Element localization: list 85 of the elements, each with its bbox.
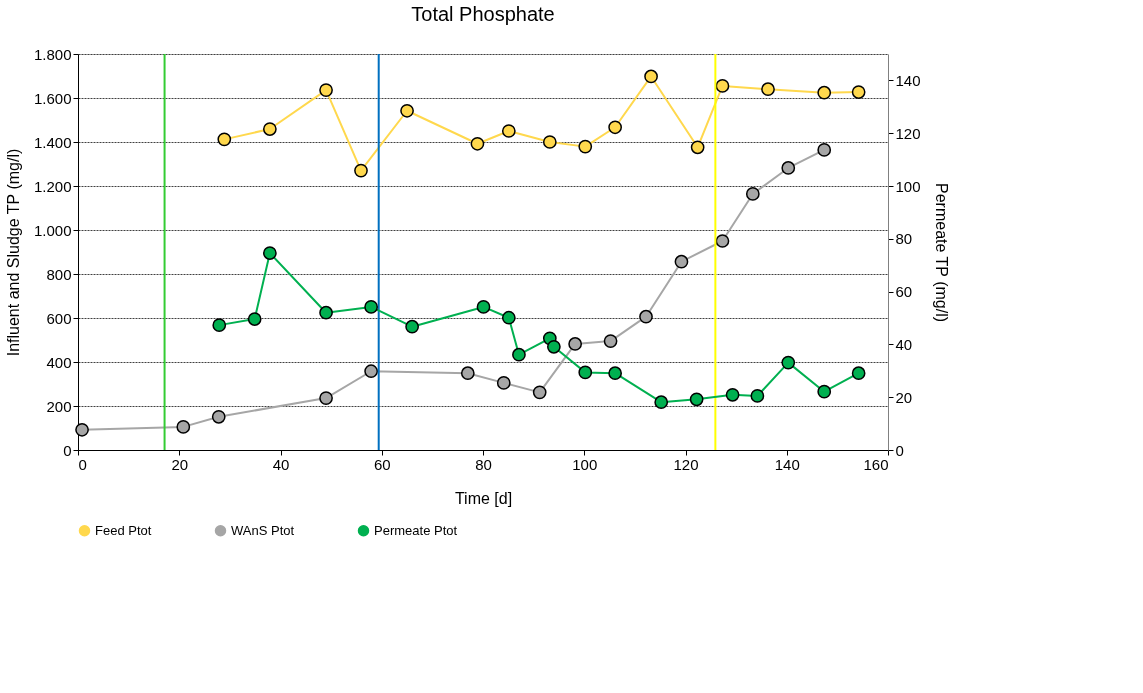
point xyxy=(319,305,333,320)
point xyxy=(212,318,227,332)
point xyxy=(603,334,618,348)
x-tick-label: 120 xyxy=(673,455,699,473)
point xyxy=(262,246,277,260)
y2-axis-title: Permeate TP (mg/l) xyxy=(932,182,950,323)
x-tick-label: 60 xyxy=(373,455,391,473)
point xyxy=(715,79,730,93)
point xyxy=(578,139,593,154)
point xyxy=(532,385,547,400)
x-tick-label: 80 xyxy=(475,455,492,473)
point xyxy=(319,83,333,97)
x-tick-label: 140 xyxy=(774,455,800,473)
chart-title: Total Phosphate xyxy=(411,3,555,25)
point xyxy=(460,366,475,381)
point xyxy=(354,163,368,178)
y-tick-label: 1.200 xyxy=(33,177,72,195)
y2-tick-label: 40 xyxy=(895,335,913,353)
point xyxy=(781,355,796,370)
y-tick-label: 1.400 xyxy=(33,133,72,151)
point xyxy=(476,300,491,314)
x-tick-label: 160 xyxy=(863,455,889,473)
point xyxy=(817,384,832,399)
point xyxy=(644,69,658,84)
point xyxy=(262,122,277,136)
point xyxy=(715,234,730,248)
point xyxy=(689,392,704,407)
x-tick-label: 20 xyxy=(171,455,189,473)
y2-tick-label: 0 xyxy=(895,441,904,459)
y-axis-title: Influent and Sludge TP (mg/l) xyxy=(4,148,22,357)
point xyxy=(75,422,89,437)
y2-tick-label: 100 xyxy=(895,177,921,195)
point xyxy=(512,347,526,362)
y-tick-label: 600 xyxy=(46,309,72,327)
point xyxy=(247,312,262,326)
point xyxy=(690,140,705,155)
point xyxy=(470,136,485,151)
point xyxy=(817,85,832,100)
y-tick-label: 1.800 xyxy=(33,45,72,63)
point xyxy=(364,300,378,314)
legend-label: Feed Ptot xyxy=(95,522,152,538)
point xyxy=(217,132,232,147)
legend-label: WAnS Ptot xyxy=(231,522,295,538)
point xyxy=(568,337,583,351)
point xyxy=(405,319,419,334)
point xyxy=(761,82,775,97)
point xyxy=(608,120,623,135)
point xyxy=(817,143,832,157)
point xyxy=(211,409,226,424)
point xyxy=(851,366,866,381)
point xyxy=(725,387,740,402)
x-tick-label: 40 xyxy=(272,455,290,473)
point xyxy=(608,366,623,381)
point xyxy=(501,310,516,325)
x-tick-label: 0 xyxy=(78,455,87,473)
point xyxy=(578,365,593,380)
legend-label: Permeate Ptot xyxy=(374,522,458,538)
y-tick-label: 1.000 xyxy=(33,221,72,239)
point xyxy=(654,395,669,410)
y-tick-label: 0 xyxy=(63,441,72,459)
y-tick-label: 200 xyxy=(46,397,72,415)
point xyxy=(319,391,333,405)
y-tick-label: 800 xyxy=(46,265,72,283)
point xyxy=(542,135,557,149)
x-axis-title: Time [d] xyxy=(454,489,513,507)
y-tick-label: 1.600 xyxy=(33,89,72,107)
point xyxy=(781,161,796,175)
point xyxy=(750,389,765,403)
y2-tick-label: 60 xyxy=(895,283,913,301)
y2-tick-label: 120 xyxy=(895,124,921,142)
y2-tick-label: 80 xyxy=(895,230,913,248)
point xyxy=(501,124,516,138)
point xyxy=(674,254,689,269)
y-tick-label: 400 xyxy=(46,353,72,371)
point xyxy=(400,103,414,118)
x-tick-label: 100 xyxy=(572,455,598,473)
point xyxy=(745,187,760,201)
y2-tick-label: 140 xyxy=(895,71,921,89)
point xyxy=(639,309,653,324)
y2-tick-label: 20 xyxy=(895,388,913,406)
point xyxy=(547,339,561,354)
point xyxy=(364,364,378,379)
point xyxy=(176,420,191,434)
point xyxy=(496,376,511,390)
point xyxy=(851,85,866,99)
